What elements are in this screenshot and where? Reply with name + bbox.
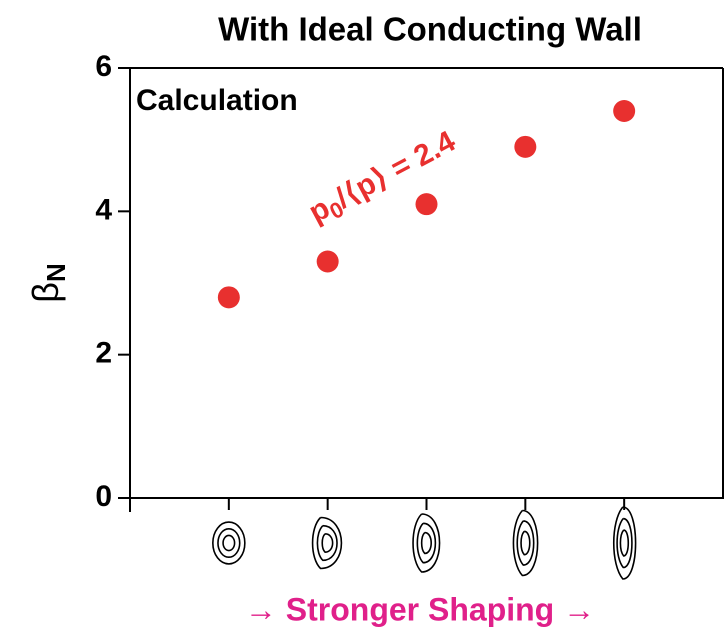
chart-title: With Ideal Conducting Wall — [218, 11, 642, 48]
y-label-main: β — [25, 282, 66, 303]
shaping-contour — [517, 521, 533, 565]
shaping-contour — [322, 534, 332, 552]
shaping-contour — [521, 531, 530, 554]
page: {"chart_data": { "type": "scatter", "tit… — [0, 0, 724, 638]
shaping-contour — [620, 530, 628, 556]
shaping-contour — [417, 523, 435, 562]
ratio-rest: /⟨p⟩ = 2.4 — [331, 125, 462, 215]
shaping-icon — [213, 522, 245, 564]
point — [514, 136, 536, 158]
shaping-icon — [614, 507, 636, 579]
y-tick-label: 4 — [95, 193, 112, 226]
ratio-label: p0/⟨p⟩ = 2.4 — [304, 125, 463, 233]
shaping-contour — [317, 526, 337, 561]
shaping-icon — [513, 511, 537, 576]
point — [416, 193, 438, 215]
shaping-contour — [617, 519, 632, 568]
x-axis-label: → Stronger Shaping → — [245, 591, 595, 627]
y-tick-label: 2 — [95, 337, 112, 370]
shaping-contour — [223, 535, 235, 550]
shaping-icon — [313, 518, 342, 569]
point — [613, 100, 635, 122]
annotation: Calculation — [136, 84, 298, 117]
y-tick-label: 0 — [95, 480, 112, 513]
chart: With Ideal Conducting Wall Calculation β… — [0, 0, 724, 638]
shaping-contour — [218, 529, 240, 557]
point — [317, 251, 339, 273]
y-axis-label: βN — [25, 263, 71, 303]
shaping-contour — [422, 533, 432, 554]
point — [218, 286, 240, 308]
shaping-icon — [413, 514, 440, 572]
y-label-sub: N — [41, 263, 71, 282]
y-tick-label: 6 — [95, 50, 112, 83]
